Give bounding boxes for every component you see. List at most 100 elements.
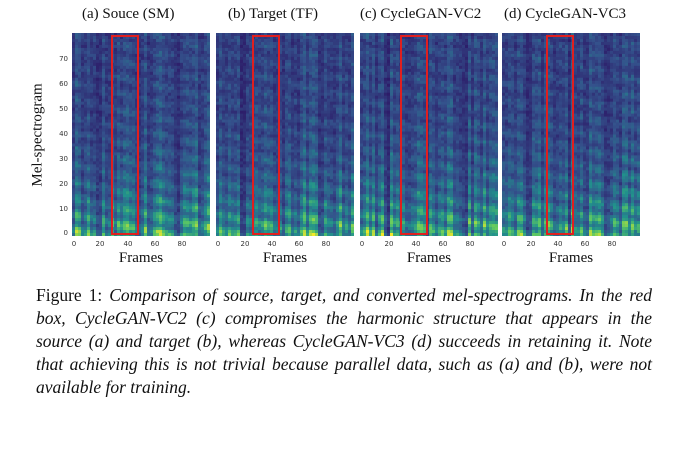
spectrogram-cell bbox=[255, 158, 259, 162]
spectrogram-cell bbox=[147, 194, 151, 198]
spectrogram-cell bbox=[258, 68, 262, 73]
spectrogram-cell bbox=[228, 185, 232, 189]
spectrogram-cell bbox=[243, 140, 247, 144]
spectrogram-cell bbox=[84, 134, 88, 138]
spectrogram-cell bbox=[282, 65, 286, 70]
spectrogram-cell bbox=[156, 116, 160, 120]
spectrogram-cell bbox=[156, 143, 160, 147]
spectrogram-cell bbox=[159, 203, 163, 207]
spectrogram-cell bbox=[96, 170, 100, 174]
spectrogram-cell bbox=[171, 221, 175, 225]
spectrogram-cell bbox=[84, 140, 88, 144]
spectrogram-cell bbox=[258, 167, 262, 171]
spectrogram-cell bbox=[120, 206, 124, 210]
spectrogram-cell bbox=[189, 143, 193, 147]
spectrogram-cell bbox=[132, 104, 136, 109]
spectrogram-cell bbox=[114, 116, 118, 120]
spectrogram-cell bbox=[177, 113, 181, 117]
spectrogram-cell bbox=[201, 44, 205, 49]
spectrogram-cell bbox=[258, 89, 262, 94]
spectrogram-cell bbox=[198, 167, 202, 171]
spectrogram-cell bbox=[81, 86, 85, 91]
spectrogram-cell bbox=[165, 122, 169, 126]
spectrogram-cell bbox=[264, 230, 268, 234]
spectrogram-cell bbox=[267, 131, 271, 135]
spectrogram-cell bbox=[294, 83, 298, 88]
spectrogram-cell bbox=[150, 86, 154, 91]
spectrogram-cell bbox=[198, 83, 202, 88]
spectrogram-cell bbox=[87, 131, 91, 135]
spectrogram-cell bbox=[93, 110, 97, 115]
spectrogram-cell bbox=[270, 116, 274, 120]
spectrogram-cell bbox=[168, 191, 172, 195]
spectrogram-cell bbox=[138, 62, 142, 67]
spectrogram-cell bbox=[162, 89, 166, 94]
spectrogram-cell bbox=[138, 197, 142, 201]
spectrogram-cell bbox=[78, 44, 82, 49]
spectrogram-cell bbox=[174, 191, 178, 195]
spectrogram-cell bbox=[192, 182, 196, 186]
spectrogram-cell bbox=[225, 218, 229, 222]
spectrogram-cell bbox=[183, 119, 187, 123]
spectrogram-cell bbox=[207, 33, 210, 37]
spectrogram-cell bbox=[138, 68, 142, 73]
spectrogram-cell bbox=[75, 92, 79, 97]
spectrogram-cell bbox=[195, 104, 199, 109]
spectrogram-cell bbox=[90, 92, 94, 97]
spectrogram-cell bbox=[195, 200, 199, 204]
spectrogram-cell bbox=[183, 170, 187, 174]
spectrogram-cell bbox=[186, 92, 190, 97]
spectrogram-cell bbox=[294, 92, 298, 97]
spectrogram-cell bbox=[165, 38, 169, 43]
spectrogram-cell bbox=[285, 77, 289, 82]
spectrogram-cell bbox=[204, 116, 208, 120]
spectrogram-cell bbox=[156, 44, 160, 49]
spectrogram-cell bbox=[201, 152, 205, 156]
spectrogram-cell bbox=[207, 59, 210, 64]
spectrogram-cell bbox=[294, 215, 298, 219]
spectrogram-cell bbox=[102, 53, 106, 58]
spectrogram-cell bbox=[237, 167, 241, 171]
spectrogram-cell bbox=[231, 164, 235, 168]
spectrogram-cell bbox=[222, 113, 226, 117]
spectrogram-cell bbox=[150, 230, 154, 234]
spectrogram-cell bbox=[192, 47, 196, 52]
spectrogram-cell bbox=[279, 41, 283, 46]
spectrogram-cell bbox=[201, 134, 205, 138]
spectrogram-cell bbox=[231, 185, 235, 189]
spectrogram-cell bbox=[228, 143, 232, 147]
spectrogram-cell bbox=[249, 137, 253, 141]
spectrogram-cell bbox=[114, 197, 118, 201]
spectrogram-cell bbox=[225, 33, 229, 37]
spectrogram-cell bbox=[114, 113, 118, 117]
spectrogram-cell bbox=[195, 179, 199, 183]
spectrogram-cell bbox=[165, 167, 169, 171]
spectrogram-cell bbox=[291, 155, 295, 159]
spectrogram-cell bbox=[171, 182, 175, 186]
spectrogram-cell bbox=[198, 119, 202, 123]
spectrogram-cell bbox=[90, 176, 94, 180]
spectrogram-cell bbox=[147, 50, 151, 55]
spectrogram-cell bbox=[276, 155, 280, 159]
spectrogram-cell bbox=[126, 104, 130, 109]
spectrogram-cell bbox=[114, 62, 118, 67]
spectrogram-cell bbox=[192, 170, 196, 174]
spectrogram-cell bbox=[141, 62, 145, 67]
spectrogram-cell bbox=[87, 50, 91, 55]
spectrogram-cell bbox=[276, 41, 280, 46]
spectrogram-cell bbox=[273, 209, 277, 213]
spectrogram-cell bbox=[249, 191, 253, 195]
spectrogram-cell bbox=[192, 77, 196, 82]
spectrogram-cell bbox=[153, 92, 157, 97]
spectrogram-cell bbox=[267, 56, 271, 61]
spectrogram-cell bbox=[177, 173, 181, 177]
spectrogram-cell bbox=[270, 140, 274, 144]
spectrogram-cell bbox=[201, 173, 205, 177]
spectrogram-cell bbox=[279, 56, 283, 61]
spectrogram-cell bbox=[183, 131, 187, 135]
spectrogram-cell bbox=[123, 221, 127, 225]
spectrogram-cell bbox=[285, 125, 289, 129]
spectrogram-cell bbox=[138, 182, 142, 186]
spectrogram-cell bbox=[183, 33, 187, 37]
spectrogram-cell bbox=[138, 215, 142, 219]
